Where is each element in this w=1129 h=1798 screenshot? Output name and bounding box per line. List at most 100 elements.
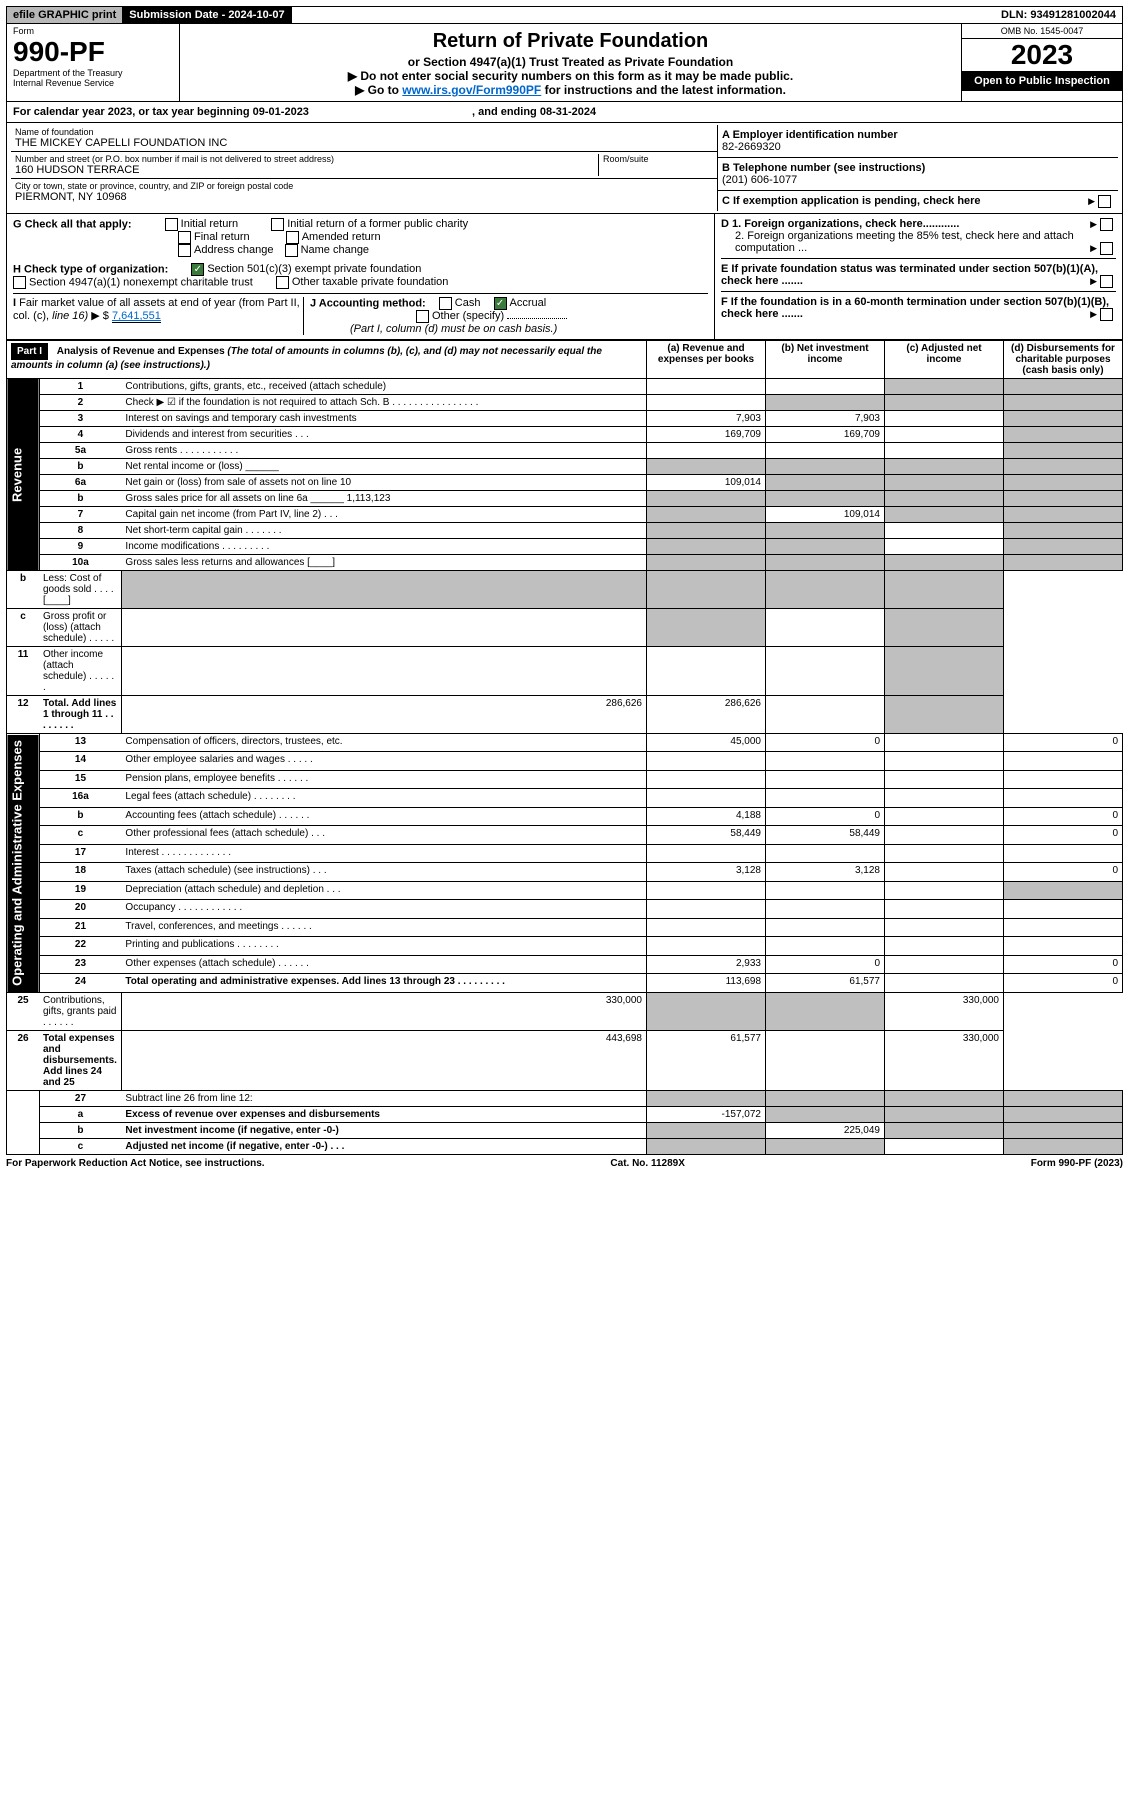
line-number: 11 — [7, 647, 40, 696]
e-label: E If private foundation status was termi… — [721, 263, 1098, 287]
cell-d — [1004, 379, 1123, 395]
line-description: Other income (attach schedule) . . . . .… — [39, 647, 121, 696]
line-number: 7 — [39, 507, 121, 523]
e-checkbox[interactable] — [1100, 275, 1113, 288]
line-description: Capital gain net income (from Part IV, l… — [121, 507, 646, 523]
cat-no: Cat. No. 11289X — [610, 1158, 684, 1169]
warning-2: ▶ Go to www.irs.gov/Form990PF for instru… — [184, 83, 957, 97]
cell-a — [647, 459, 766, 475]
cell-a — [647, 443, 766, 459]
cell-c — [766, 571, 885, 609]
cell-d — [1004, 443, 1123, 459]
table-row: 20Occupancy . . . . . . . . . . . . — [7, 900, 1123, 918]
line-description: Pension plans, employee benefits . . . .… — [121, 770, 646, 788]
line-number: 26 — [7, 1030, 40, 1090]
cell-b — [766, 881, 885, 899]
cell-c — [885, 459, 1004, 475]
cell-c — [885, 918, 1004, 936]
line-number: 3 — [39, 411, 121, 427]
cell-d: 330,000 — [885, 992, 1004, 1030]
dept: Department of the Treasury — [13, 68, 173, 78]
cell-b — [766, 491, 885, 507]
table-row: aExcess of revenue over expenses and dis… — [7, 1106, 1123, 1122]
cell-b — [766, 475, 885, 491]
irs: Internal Revenue Service — [13, 78, 173, 88]
chk-4947[interactable] — [13, 276, 26, 289]
line-number: 9 — [39, 539, 121, 555]
form-title: Return of Private Foundation — [184, 30, 957, 53]
chk-namechg[interactable] — [285, 244, 298, 257]
cell-d — [1004, 555, 1123, 571]
table-row: 21Travel, conferences, and meetings . . … — [7, 918, 1123, 936]
cell-a — [647, 881, 766, 899]
table-row: 8Net short-term capital gain . . . . . .… — [7, 523, 1123, 539]
cell-b: 61,577 — [766, 974, 885, 993]
cell-b: 225,049 — [766, 1122, 885, 1138]
table-row: cGross profit or (loss) (attach schedule… — [7, 609, 1123, 647]
chk-initial-former[interactable] — [271, 218, 284, 231]
cell-c — [885, 1122, 1004, 1138]
instructions-link[interactable]: www.irs.gov/Form990PF — [402, 83, 541, 97]
cell-d — [1004, 459, 1123, 475]
table-row: 9Income modifications . . . . . . . . . — [7, 539, 1123, 555]
line-description: Net rental income or (loss) ______ — [121, 459, 646, 475]
chk-final[interactable] — [178, 231, 191, 244]
table-row: 3Interest on savings and temporary cash … — [7, 411, 1123, 427]
line-description: Accounting fees (attach schedule) . . . … — [121, 807, 646, 825]
cell-c — [885, 555, 1004, 571]
d2-checkbox[interactable] — [1100, 242, 1113, 255]
line-number: 5a — [39, 443, 121, 459]
cell-b — [766, 770, 885, 788]
cell-d: 0 — [1004, 863, 1123, 881]
cell-c — [885, 411, 1004, 427]
fmv-link[interactable]: 7,641,551 — [112, 310, 161, 323]
cell-c — [885, 752, 1004, 770]
j-note: (Part I, column (d) must be on cash basi… — [350, 323, 557, 335]
cell-d — [1004, 1122, 1123, 1138]
c-checkbox[interactable] — [1098, 195, 1111, 208]
submission-date: Submission Date - 2024-10-07 — [123, 7, 291, 23]
chk-other-method[interactable] — [416, 310, 429, 323]
table-row: 23Other expenses (attach schedule) . . .… — [7, 955, 1123, 973]
table-row: bLess: Cost of goods sold . . . . [____] — [7, 571, 1123, 609]
f-checkbox[interactable] — [1100, 308, 1113, 321]
line-description: Printing and publications . . . . . . . … — [121, 937, 646, 955]
line-description: Net short-term capital gain . . . . . . … — [121, 523, 646, 539]
line-number: 14 — [39, 752, 121, 770]
line-number: 15 — [39, 770, 121, 788]
table-row: 11Other income (attach schedule) . . . .… — [7, 647, 1123, 696]
chk-amended[interactable] — [286, 231, 299, 244]
chk-addrchg[interactable] — [178, 244, 191, 257]
cell-b — [766, 539, 885, 555]
cell-a — [647, 379, 766, 395]
line-number: 24 — [39, 974, 121, 993]
chk-other-taxable[interactable] — [276, 276, 289, 289]
line-description: Gross profit or (loss) (attach schedule)… — [39, 609, 121, 647]
cell-b — [647, 992, 766, 1030]
line-number: 18 — [39, 863, 121, 881]
line-description: Subtract line 26 from line 12: — [121, 1090, 646, 1106]
chk-501c3[interactable]: ✓ — [191, 263, 204, 276]
table-row: 14Other employee salaries and wages . . … — [7, 752, 1123, 770]
chk-cash[interactable] — [439, 297, 452, 310]
chk-accrual[interactable]: ✓ — [494, 297, 507, 310]
line-description: Interest . . . . . . . . . . . . . — [121, 844, 646, 862]
cell-a: 3,128 — [647, 863, 766, 881]
room-label: Room/suite — [603, 154, 713, 164]
cell-b: 7,903 — [766, 411, 885, 427]
cell-c — [885, 974, 1004, 993]
cell-a — [647, 395, 766, 411]
cell-a: 2,933 — [647, 955, 766, 973]
revenue-label: Revenue — [7, 379, 40, 571]
d1-checkbox[interactable] — [1100, 218, 1113, 231]
cell-a — [647, 918, 766, 936]
cell-c — [885, 395, 1004, 411]
cell-c — [885, 770, 1004, 788]
line-number: c — [39, 826, 121, 844]
chk-initial[interactable] — [165, 218, 178, 231]
cell-a: 330,000 — [121, 992, 646, 1030]
cell-a — [647, 555, 766, 571]
addr-label: Number and street (or P.O. box number if… — [15, 154, 598, 164]
col-b: (b) Net investment income — [766, 341, 885, 379]
cell-a — [647, 770, 766, 788]
